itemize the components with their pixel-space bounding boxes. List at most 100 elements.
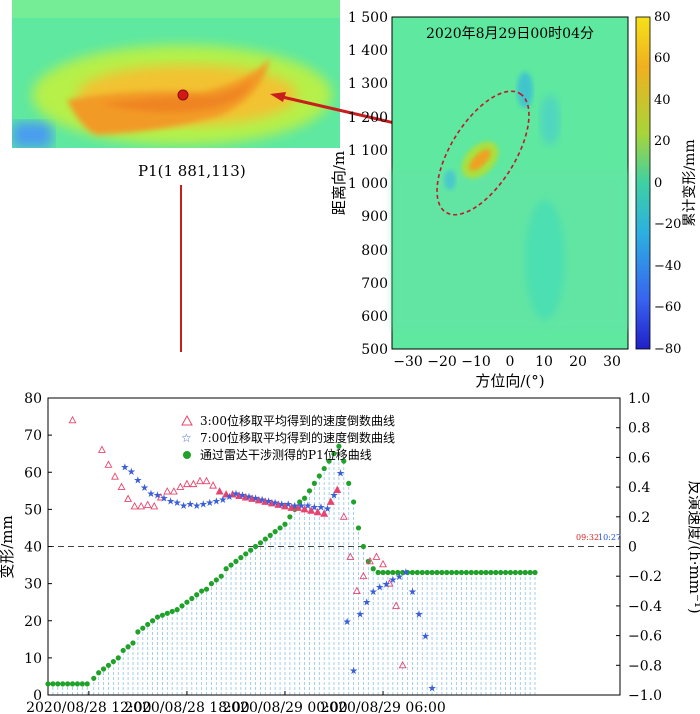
displacement-point	[257, 540, 264, 546]
displacement-point	[282, 521, 288, 527]
triangle-point	[287, 503, 296, 511]
zoom-panel-image	[12, 0, 340, 148]
right-tick-label: 0.4	[628, 480, 650, 496]
triangle-point	[228, 490, 237, 498]
zoom-panel	[12, 0, 340, 148]
displacement-point	[179, 603, 185, 609]
radar-map: 2020年8月29日00时04分 1 500 1 400 1 300 1 200…	[330, 10, 698, 390]
star-point: ★	[179, 501, 188, 512]
displacement-point	[444, 569, 450, 576]
displacement-point	[468, 569, 474, 576]
triangle-point	[372, 552, 381, 560]
radar-x-tick: −30	[393, 354, 423, 370]
x-tick-label: 2020/08/28 18:00	[124, 700, 250, 714]
radar-x-tick: 20	[569, 354, 587, 370]
triangle-point	[215, 487, 224, 495]
displacement-point	[50, 681, 56, 687]
triangle-point	[189, 479, 198, 488]
right-tick-label: −1.0	[628, 688, 662, 704]
triangle-point	[267, 498, 276, 507]
displacement-point	[360, 543, 367, 550]
triangle-point	[339, 512, 348, 520]
displacement-point	[218, 573, 224, 579]
displacement-point	[65, 681, 71, 687]
right-tick-label: −0.8	[628, 658, 662, 674]
displacement-point	[238, 555, 244, 561]
displacement-point	[458, 569, 465, 576]
displacement-point	[512, 569, 519, 576]
right-tick-label: −0.2	[628, 569, 662, 585]
displacement-point	[174, 607, 180, 613]
left-tick-label: 20	[24, 614, 42, 630]
triangle-point	[254, 496, 263, 504]
displacement-point	[252, 543, 259, 550]
displacement-point	[321, 465, 327, 472]
legend: 3:00位移取平均得到的速度倒数曲线 ☆ 7:00位移取平均得到的速度倒数曲线 …	[181, 413, 395, 462]
star-point: ★	[127, 467, 136, 478]
colorbar-tick: −40	[654, 259, 681, 274]
radar-x-tick: −20	[427, 354, 457, 370]
star-point: ★	[264, 496, 273, 507]
displacement-point	[434, 569, 440, 576]
displacement-point	[493, 569, 499, 576]
displacement-point	[301, 495, 308, 501]
star-point: ★	[140, 483, 149, 494]
displacement-point	[355, 525, 362, 531]
triangle-point	[97, 445, 106, 453]
radar-y-tick: 1 500	[348, 10, 388, 26]
displacement-point	[243, 551, 249, 557]
star-point: ★	[297, 501, 306, 512]
star-point: ★	[362, 597, 371, 608]
colorbar-ticks: 80 60 40 20 0 −20 −40 −60 −80	[654, 10, 681, 357]
displacement-point	[390, 569, 396, 576]
displacement-point	[478, 569, 484, 576]
legend-marker-star: ☆	[181, 431, 192, 445]
star-point: ★	[388, 575, 397, 586]
right-tick-label: 1.0	[628, 391, 650, 407]
displacement-point	[385, 569, 391, 576]
radar-y-label: 距离向/m	[330, 151, 348, 215]
vertical-gridlines	[47, 446, 536, 695]
radar-x-tick: 0	[506, 354, 515, 370]
displacement-point	[311, 480, 317, 486]
star-point: ★	[133, 476, 142, 487]
star-point: ★	[349, 666, 358, 677]
triangle-point	[68, 415, 77, 424]
radar-y-tick: 1 100	[348, 143, 388, 159]
colorbar	[635, 16, 651, 350]
radar-x-label: 方位向/(°)	[475, 372, 544, 390]
star-point: ★	[330, 491, 339, 502]
displacement-point	[105, 662, 112, 668]
star-point: ★	[218, 495, 227, 506]
star-point: ★	[303, 501, 312, 512]
displacement-point	[306, 488, 313, 494]
star-point: ★	[316, 502, 325, 513]
triangle-point	[130, 501, 139, 510]
p1-label: P1(1 881,113)	[138, 162, 246, 180]
legend-marker-circle	[183, 451, 191, 459]
radar-y-tick: 500	[361, 342, 388, 358]
radar-y-tick: 1 200	[348, 110, 388, 126]
triangle-point	[111, 472, 119, 480]
displacement-point	[91, 675, 97, 681]
displacement-point	[130, 640, 136, 646]
displacement-point	[326, 458, 332, 464]
radar-x-tick: 30	[603, 354, 621, 370]
displacement-point	[110, 658, 116, 665]
star-point: ★	[414, 609, 423, 620]
displacement-point	[409, 569, 416, 576]
left-tick-label: 80	[24, 391, 42, 407]
right-tick-label: −0.6	[628, 629, 662, 645]
displacement-point	[74, 681, 81, 687]
displacement-point	[400, 569, 406, 576]
x-tick-label: 2020/08/28 12:00	[26, 700, 152, 714]
displacement-point	[248, 547, 254, 553]
radar-map-texture	[392, 72, 628, 330]
left-tick-label: 30	[24, 577, 42, 593]
triangle-point	[196, 476, 204, 485]
triangle-point	[169, 487, 178, 495]
displacement-point	[154, 614, 161, 620]
displacement-point	[228, 562, 234, 568]
triangle-point	[117, 482, 126, 491]
colorbar-tick: 60	[654, 51, 671, 66]
